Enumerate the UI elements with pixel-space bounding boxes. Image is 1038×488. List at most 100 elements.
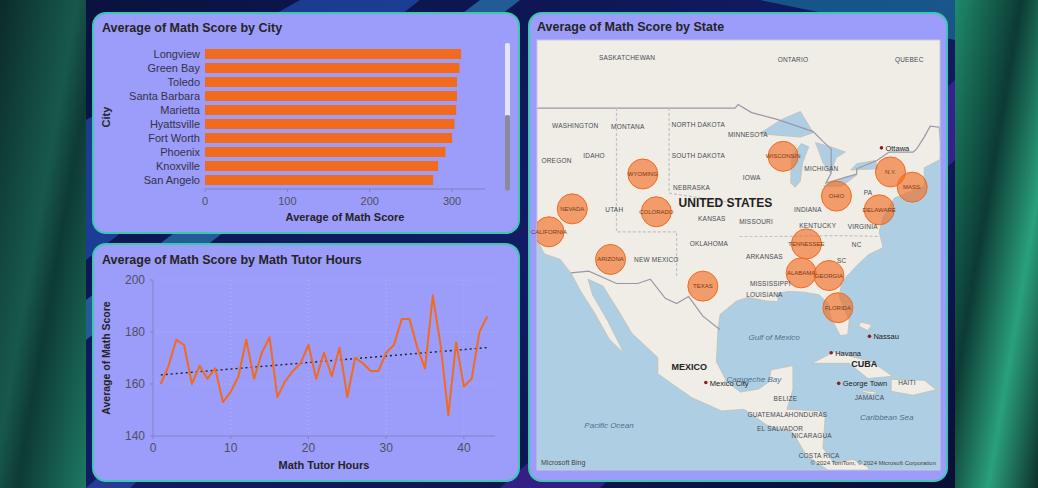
category-label: Green Bay [147, 62, 200, 74]
attribution: © 2024 TomTom, © 2024 Microsoft Corporat… [811, 460, 936, 466]
region-label: BELIZE [774, 395, 798, 402]
tick [386, 436, 387, 439]
bubble-label: NEVADA [560, 206, 584, 212]
bar [205, 119, 455, 129]
region-label: PA [864, 189, 873, 196]
border [571, 271, 720, 330]
bar [205, 133, 452, 143]
axis-title: Average of Math Score [286, 211, 405, 223]
bubble-label: TENNESSEE [788, 241, 824, 247]
region-label: HAITI [898, 379, 916, 386]
tick [205, 189, 206, 192]
country-label: CUBA [851, 359, 877, 369]
bar [205, 63, 459, 73]
tick [230, 436, 231, 439]
category-label: Phoenix [160, 146, 200, 158]
tick [463, 436, 464, 439]
scrollbar [505, 43, 510, 191]
title: Average of Math Score by Math Tutor Hour… [102, 253, 362, 267]
region-label: SOUTH DAKOTA [672, 152, 726, 159]
tick [287, 189, 288, 192]
panel [93, 244, 519, 481]
map-labels: SASKATCHEWANONTARIOQUEBECWASHINGTONMONTA… [531, 54, 936, 467]
city-dot [837, 382, 841, 386]
line [161, 296, 487, 416]
tick-label: 200 [361, 195, 379, 207]
region-label: LOUISIANA [746, 291, 783, 298]
bar [205, 161, 438, 171]
category-label: Hyattsville [150, 118, 200, 130]
region-label: COSTA RICA [799, 452, 840, 459]
x-axis [205, 189, 485, 190]
region-label: MINNESOTA [728, 131, 768, 138]
water-label: Gulf of Mexico [749, 333, 801, 342]
region-label: VIRGINIA [848, 223, 879, 230]
grid-line [153, 384, 495, 385]
grid-line [153, 436, 495, 437]
bubble-label: OHIO [829, 193, 845, 199]
tick [150, 280, 153, 281]
island [891, 379, 936, 395]
bubble [814, 261, 844, 291]
region-label: GUATEMALA [747, 411, 789, 418]
bubble-label: FLORIDA [825, 305, 851, 311]
city-dot [868, 335, 872, 339]
bar [205, 175, 433, 185]
city-dot [880, 146, 884, 150]
region-label: HONDURAS [789, 411, 828, 418]
grid-line [230, 280, 231, 436]
bubbles [537, 141, 927, 322]
region-label: KANSAS [698, 215, 726, 222]
background-right [955, 0, 1038, 488]
country-label: MEXICO [672, 362, 708, 372]
attribution: Microsoft Bing [541, 459, 585, 467]
bubble [628, 159, 658, 189]
bubble-label: COLORADO [639, 209, 674, 215]
tick-label: 100 [278, 195, 296, 207]
bubble-label: N.Y. [885, 169, 896, 175]
background-left [0, 0, 86, 488]
x-axis [153, 436, 495, 437]
region-label: QUEBEC [895, 56, 924, 64]
city-label: Havana [835, 349, 862, 358]
bubble-label: ARIZONA [597, 256, 624, 262]
map-frame [537, 40, 940, 470]
map-chart: Average of Math Score by State SASKATCHEW… [436, 0, 1036, 486]
scrollbar-thumb [505, 115, 510, 191]
category-label: Longview [154, 48, 201, 60]
category-label: Marietta [160, 104, 201, 116]
axis-title: Math Tutor Hours [279, 459, 370, 471]
grid-line [463, 280, 464, 436]
region-label: MISSISSIPPI [750, 280, 791, 287]
island [859, 322, 872, 330]
tick-label: 10 [224, 441, 238, 455]
category-label: Toledo [168, 76, 200, 88]
dashboard: Average of Math Score by City0100200300L… [0, 0, 1038, 488]
region-label: MICHIGAN [804, 165, 838, 172]
region-label: SC [837, 257, 847, 264]
bubble-label: WISCONSIN [766, 153, 801, 159]
region-label: EL SALVADOR [757, 425, 803, 432]
region-label: IDAHO [583, 152, 605, 159]
tick-label: 140 [125, 429, 145, 443]
tick [150, 332, 153, 333]
tick-label: 30 [380, 441, 394, 455]
region-label: NC [852, 241, 862, 248]
tick-label: 20 [302, 441, 316, 455]
trend-line [161, 348, 487, 375]
bubble [821, 181, 851, 211]
region-label: OREGON [541, 157, 571, 164]
city-label: Mexico City [710, 379, 749, 388]
bubble-label: MASS. [903, 184, 922, 190]
title: Average of Math Score by State [537, 20, 724, 34]
grid-line [386, 280, 387, 436]
bar [205, 147, 445, 157]
water-label: Pacific Ocean [584, 421, 634, 430]
region-label: OKLAHOMA [690, 240, 729, 247]
tick-label: 160 [125, 377, 145, 391]
bubble-label: TEXAS [693, 283, 713, 289]
grid-line [153, 332, 495, 333]
region-label: NEW MEXICO [634, 256, 679, 263]
state-border [617, 108, 677, 277]
bar-chart: Average of Math Score by City0100200300L… [100, 21, 510, 223]
